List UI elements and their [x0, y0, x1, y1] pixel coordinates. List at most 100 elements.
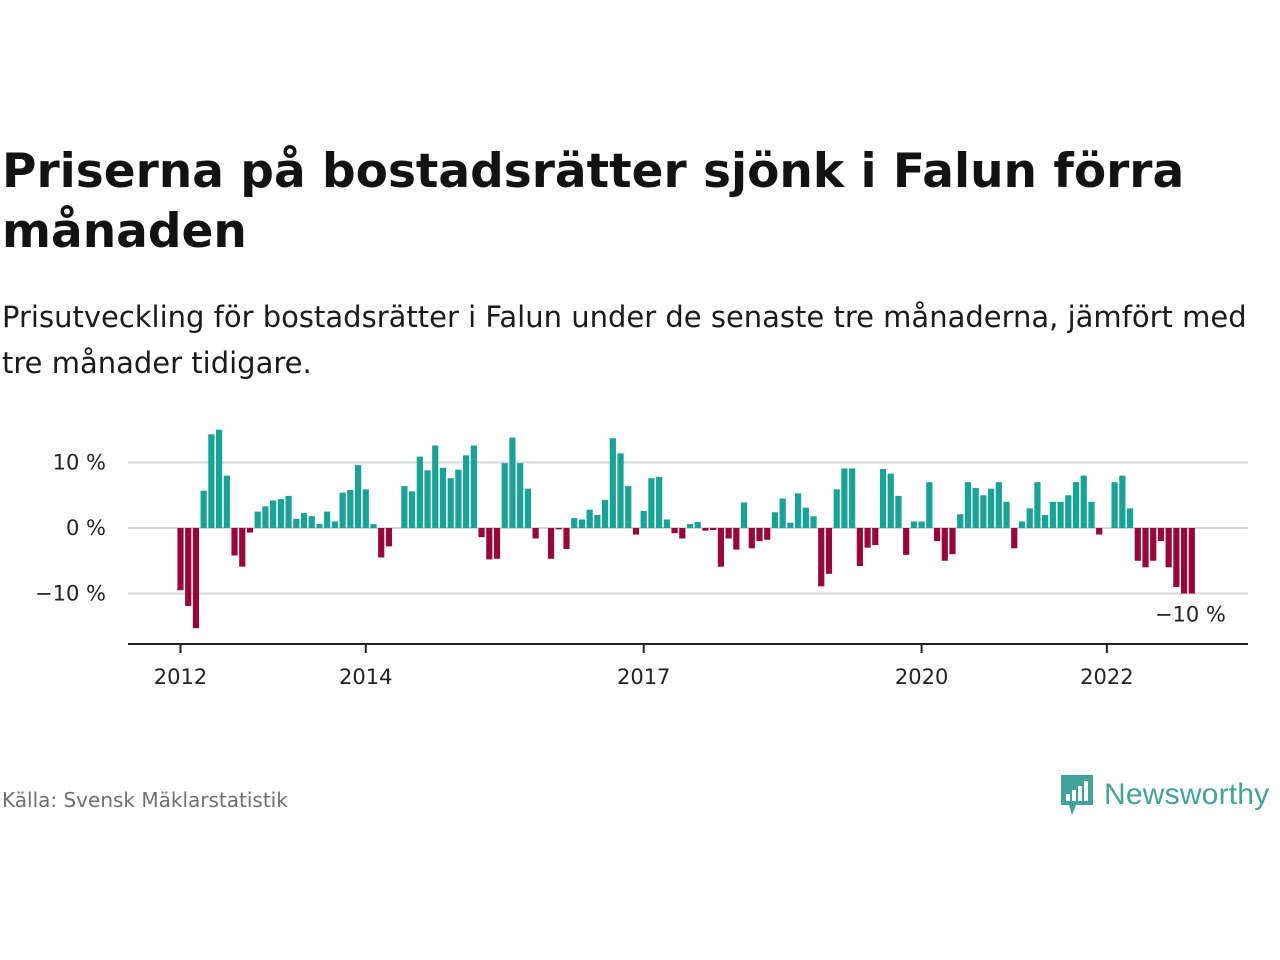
bar — [756, 528, 763, 542]
chart-subtitle: Prisutveckling för bostadsrätter i Falun… — [2, 300, 1247, 380]
bar — [1018, 521, 1026, 528]
bar — [578, 519, 586, 529]
bar — [1042, 514, 1049, 528]
bar — [208, 434, 215, 528]
bar — [856, 528, 863, 566]
y-tick-label: −10 % — [35, 582, 106, 606]
bar — [1173, 528, 1180, 587]
bar — [903, 528, 910, 555]
bar — [339, 492, 346, 528]
bar — [710, 528, 717, 530]
bar — [941, 528, 948, 561]
bar — [609, 438, 616, 528]
axes — [128, 643, 1248, 653]
bar — [995, 482, 1002, 528]
bar — [933, 528, 941, 542]
brand-logo: Newsworthy — [1058, 772, 1269, 818]
bar — [509, 437, 516, 528]
bar — [918, 521, 925, 528]
bar — [1119, 475, 1126, 528]
bar — [717, 528, 724, 567]
bar — [887, 473, 894, 528]
bar — [239, 528, 246, 567]
bar — [764, 528, 771, 540]
y-tick-label: 10 % — [53, 451, 106, 475]
bars — [177, 429, 1195, 629]
bar — [1126, 508, 1134, 528]
bar — [988, 488, 995, 528]
bar — [331, 521, 338, 528]
bar — [293, 518, 300, 528]
bar — [787, 522, 794, 528]
bar — [825, 528, 833, 574]
bar — [818, 528, 825, 587]
x-tick-label: 2022 — [1080, 665, 1133, 689]
bar — [1157, 528, 1165, 542]
bar — [246, 528, 254, 533]
source-note: Källa: Svensk Mäklarstatistik — [2, 788, 288, 812]
bar — [493, 528, 501, 559]
bar — [594, 514, 601, 528]
bar — [1026, 508, 1033, 528]
bar — [486, 528, 493, 560]
bar — [555, 528, 562, 530]
bar — [1049, 501, 1056, 528]
bar — [1088, 501, 1095, 528]
bar — [254, 511, 261, 529]
bar — [1057, 501, 1064, 528]
bar — [1065, 495, 1072, 528]
bar — [957, 514, 964, 529]
bar — [625, 486, 632, 528]
bar — [200, 490, 207, 529]
bar — [1150, 528, 1157, 561]
bar — [663, 519, 670, 529]
bar — [632, 528, 640, 535]
bar — [216, 429, 223, 528]
bar — [547, 528, 555, 559]
bar — [1188, 528, 1195, 594]
bar — [1096, 528, 1103, 535]
bar — [424, 470, 431, 528]
x-tick-label: 2014 — [339, 665, 392, 689]
newsworthy-logo-icon — [1061, 775, 1093, 815]
bar — [300, 512, 308, 528]
bar — [879, 469, 887, 528]
bar — [324, 511, 331, 529]
bar — [385, 528, 393, 547]
last-value-label: −10 % — [1155, 603, 1226, 627]
bar — [439, 467, 447, 528]
bar — [362, 489, 369, 529]
bar — [308, 516, 315, 528]
y-tick-label: 0 % — [66, 516, 106, 540]
bar — [810, 516, 817, 528]
bar — [1181, 528, 1188, 594]
bar — [725, 528, 732, 539]
bar — [285, 495, 292, 528]
bar — [231, 528, 238, 556]
bar — [563, 528, 570, 549]
bar — [416, 456, 423, 528]
bar — [409, 491, 416, 528]
bar — [401, 486, 408, 528]
bar — [771, 512, 779, 528]
bar — [841, 468, 848, 528]
bar — [524, 488, 531, 528]
bar — [501, 463, 508, 528]
bar — [686, 524, 694, 528]
x-tick-label: 2020 — [895, 665, 948, 689]
bar — [849, 468, 856, 528]
bar — [895, 495, 902, 528]
bar — [262, 506, 269, 528]
bar — [354, 465, 362, 528]
bar — [1080, 475, 1087, 528]
bar — [586, 509, 593, 528]
bar — [648, 478, 655, 528]
bar — [833, 489, 840, 529]
bar — [602, 499, 609, 528]
bar — [1034, 482, 1041, 528]
bar — [740, 502, 748, 528]
labels: 10 % 0 % −10 % 2012 2014 2017 2020 2022 −10 % — [35, 451, 1226, 690]
bar — [617, 453, 624, 528]
bar — [470, 445, 477, 528]
bar — [1072, 482, 1080, 528]
